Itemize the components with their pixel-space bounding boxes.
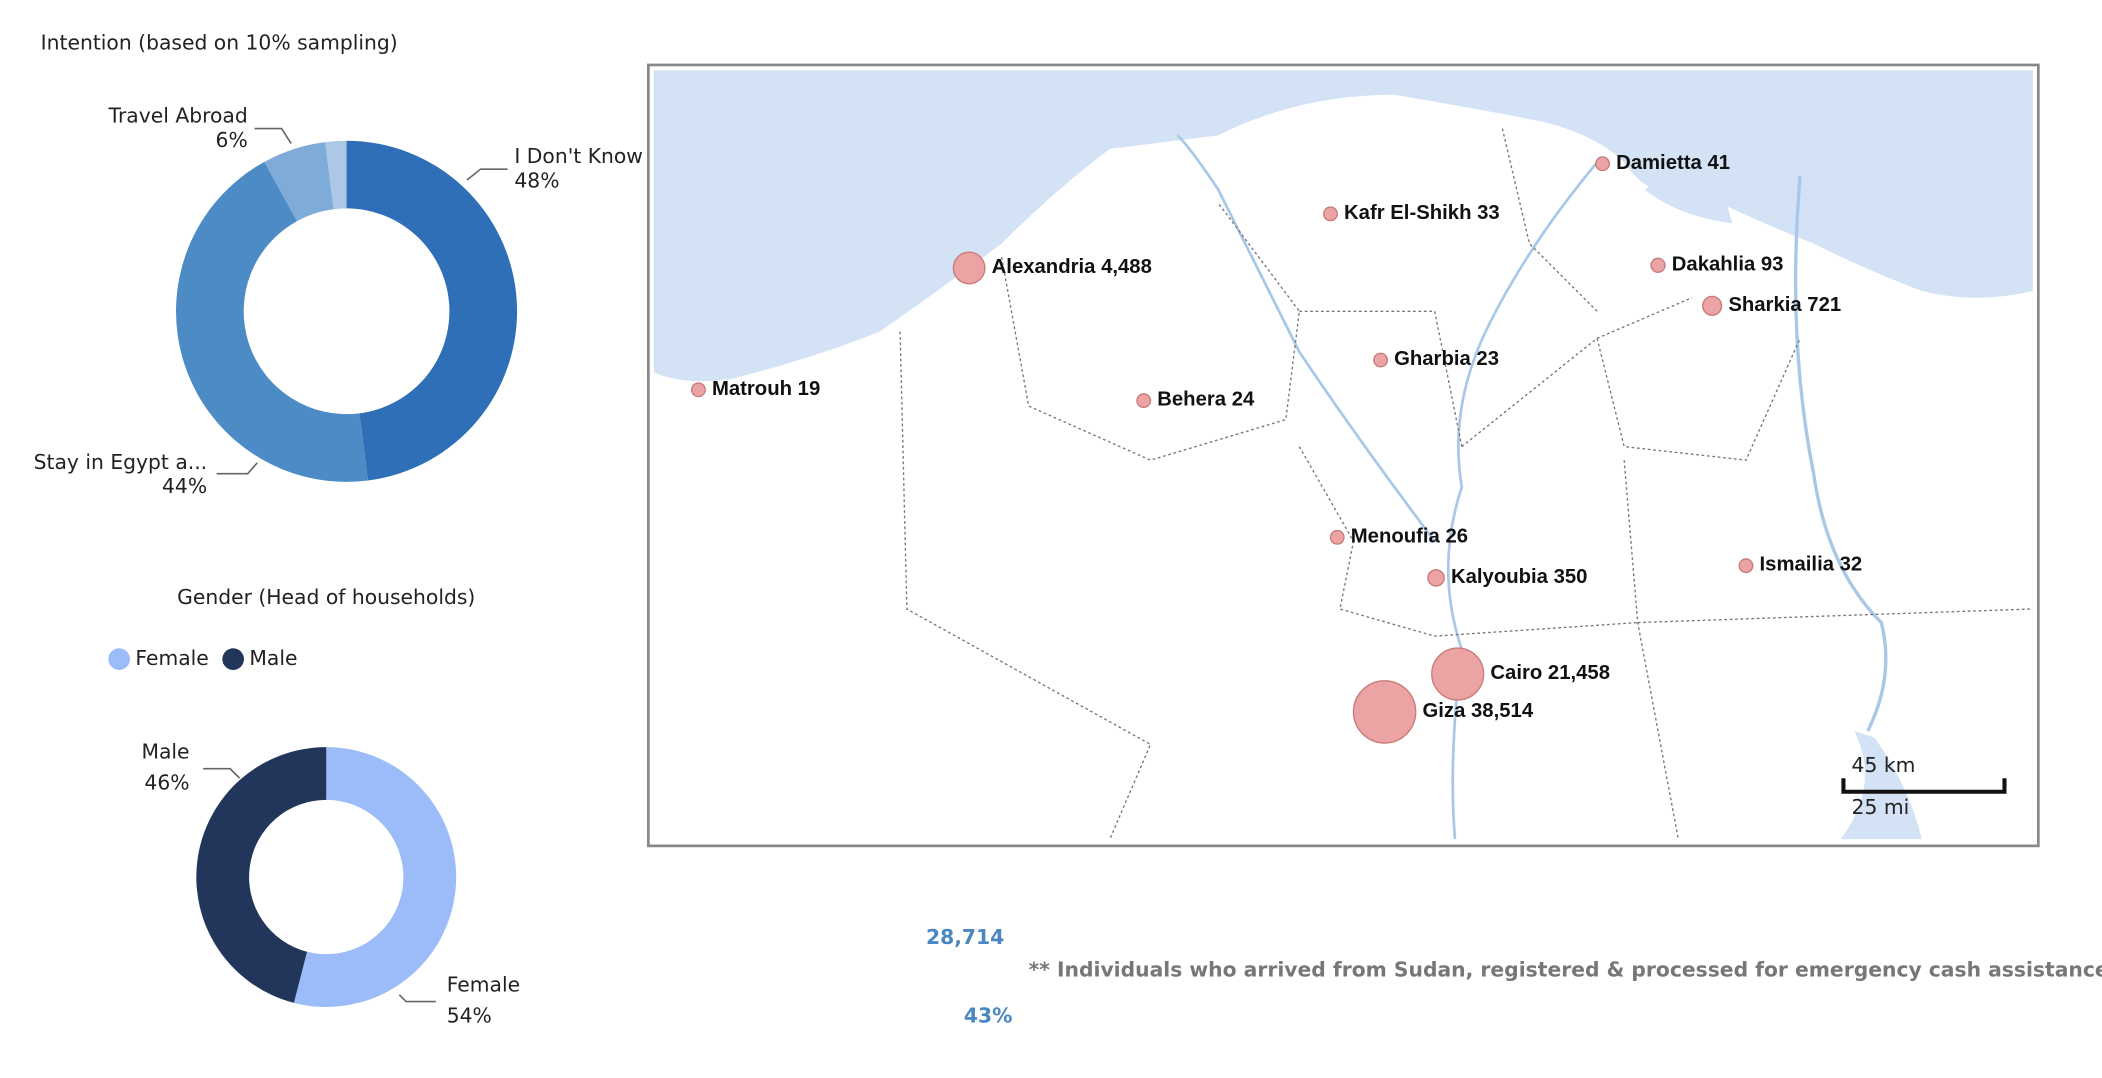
bubble-label: Matrouh 19 [712,378,820,400]
slice-label: I Don't Know [514,144,643,168]
legend-swatch [108,648,130,670]
bubble [1431,647,1485,701]
region-name: Kalyoubia [1451,566,1549,588]
region-name: Gharbia [1394,348,1471,370]
bubble [1650,257,1666,273]
river [1176,134,1599,840]
bubble [952,251,986,285]
bubble [1738,558,1754,574]
slice-percent: 6% [216,128,248,152]
region-value: 24 [1232,389,1255,411]
region-value: 21,458 [1548,662,1610,684]
slice-label: Male [141,740,189,764]
slice-label: Travel Abroad [108,103,248,127]
kpi-percent: 43% [964,1003,1013,1027]
region-name: Menoufia [1351,526,1441,548]
legend-label: Male [249,646,297,670]
scale-mi: 25 mi [1852,795,1910,819]
slice-label: Stay in Egypt a... [34,450,208,474]
bubble [1702,295,1723,316]
region-name: Dakahlia [1672,254,1756,276]
bubble-label: Menoufia 26 [1351,526,1468,548]
bubble [1352,680,1417,744]
bubble [1136,393,1152,409]
leader-line [203,767,241,779]
region-name: Ismailia [1760,554,1835,576]
intention-title: Intention (based on 10% sampling) [41,30,398,54]
scale-line [1841,778,2007,794]
region-name: Sharkia [1728,294,1802,316]
scale-bar: 45 km 25 mi [1841,753,2007,819]
bubble-label: Behera 24 [1157,389,1255,411]
bubble [690,382,706,398]
bubble-label: Damietta 41 [1616,152,1730,174]
gender-title: Gender (Head of households) [177,585,475,609]
legend-label: Female [135,646,208,670]
leader-line [398,994,436,1003]
gulf [1840,730,1922,840]
slice-percent: 48% [514,168,559,192]
region-name: Alexandria [992,256,1096,278]
region-value: 4,488 [1101,256,1152,278]
slice-label: Female [447,972,520,996]
region-value: 23 [1476,348,1499,370]
leader-line [216,462,258,475]
donut-slice [196,747,327,1003]
region-value: 26 [1446,526,1469,548]
leader-line [466,168,508,181]
bubble-label: Giza 38,514 [1423,700,1534,722]
bubble-label: Alexandria 4,488 [992,256,1152,278]
bubble-label: Cairo 21,458 [1490,662,1610,684]
region-value: 350 [1554,566,1588,588]
region-name: Cairo [1490,662,1542,684]
region-value: 721 [1807,294,1841,316]
donut-slice [293,747,457,1007]
donut-slice [264,142,334,222]
slice-percent: 44% [162,474,207,498]
region-name: Giza [1423,700,1467,722]
scale-km: 45 km [1852,753,1916,777]
leader-line [254,127,292,144]
donut-slice [325,140,347,210]
bubble [1323,206,1338,222]
legend-swatch [222,648,244,670]
footnote: ** Individuals who arrived from Sudan, r… [1029,957,2102,981]
slice-percent: 54% [447,1003,492,1027]
region-name: Matrouh [712,378,792,400]
canal [1793,175,1888,732]
bubble-label: Kalyoubia 350 [1451,566,1588,588]
lake [1644,174,1733,224]
sea [653,70,2033,382]
map-panel: 45 km 25 mi Matrouh 19 Alexandria 4,488 Be… [647,63,2040,848]
region-value: 93 [1761,254,1784,276]
bubble [1427,569,1445,587]
region-value: 33 [1477,202,1500,224]
bubble [1329,529,1345,545]
bubble [1595,156,1610,172]
region-value: 41 [1707,152,1730,174]
donut-slice [176,161,368,482]
bubble-label: Ismailia 32 [1760,554,1863,576]
donut-slice [346,140,518,481]
region-value: 32 [1840,554,1863,576]
region-name: Kafr El-Shikh [1344,202,1471,224]
region-name: Behera [1157,389,1227,411]
bubble-label: Kafr El-Shikh 33 [1344,202,1500,224]
slice-percent: 46% [144,771,189,795]
bubble-label: Gharbia 23 [1394,348,1499,370]
bubble-label: Dakahlia 93 [1672,254,1784,276]
region-value: 19 [798,378,821,400]
bubble [1373,352,1389,368]
region-name: Damietta [1616,152,1702,174]
kpi-count: 28,714 [926,925,1004,949]
region-value: 38,514 [1471,700,1534,722]
bubble-layer: Matrouh 19 Alexandria 4,488 Behera 24 Kafr … [690,152,1863,744]
bubble-label: Sharkia 721 [1728,294,1841,316]
